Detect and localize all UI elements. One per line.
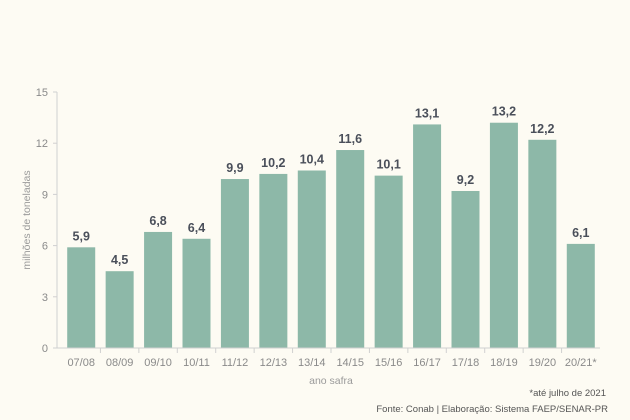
- bar-value-label: 9,9: [226, 161, 243, 175]
- x-tick-label: 13/14: [298, 357, 326, 369]
- bar-value-label: 13,2: [492, 105, 516, 119]
- bar-value-label: 5,9: [73, 229, 90, 243]
- x-tick-label: 11/12: [222, 357, 249, 369]
- x-tick-label: 09/10: [144, 357, 172, 369]
- bar-value-label: 6,8: [149, 214, 166, 228]
- bar: [67, 247, 96, 348]
- bar: [413, 124, 442, 348]
- x-tick-label: 15/16: [375, 357, 403, 369]
- bar-value-label: 12,2: [530, 122, 554, 136]
- bar: [451, 190, 480, 348]
- bar: [259, 173, 288, 348]
- bar-value-label: 10,4: [300, 153, 324, 167]
- x-tick-label: 07/08: [67, 357, 95, 369]
- x-tick-label: 20/21*: [565, 357, 598, 369]
- x-tick-label: 10/11: [183, 357, 210, 369]
- bar-value-label: 4,5: [111, 253, 128, 267]
- bar: [297, 170, 326, 348]
- bar: [528, 139, 557, 348]
- x-tick-label: 19/20: [529, 357, 557, 369]
- x-axis-title: ano safra: [309, 375, 353, 387]
- bar: [336, 150, 365, 348]
- y-tick-label: 3: [42, 292, 48, 304]
- bar-value-label: 6,1: [572, 226, 589, 240]
- x-axis: 07/08 08/09 09/10 10/11 11/12 12/13 13/14 14/15…: [57, 347, 600, 369]
- x-tick-label: 16/17: [413, 357, 441, 369]
- y-tick-label: 12: [36, 138, 48, 150]
- bar-value-label: 13,1: [415, 106, 439, 120]
- x-tick-label: 17/18: [452, 357, 480, 369]
- bar: [105, 271, 134, 348]
- y-tick-label: 15: [36, 87, 48, 99]
- bar: [374, 175, 403, 348]
- footnote: *até julho de 2021: [529, 388, 606, 399]
- bar: [144, 231, 173, 348]
- source-credit: Fonte: Conab | Elaboração: Sistema FAEP/…: [376, 404, 608, 415]
- bar-value-label: 6,4: [188, 221, 205, 235]
- bar-value-label: 9,2: [457, 173, 474, 187]
- bar: [566, 243, 595, 348]
- y-axis-title: milhões de toneladas: [21, 170, 33, 269]
- y-tick-label: 0: [42, 343, 48, 355]
- x-tick-label: 08/09: [106, 357, 134, 369]
- y-tick-label: 6: [42, 241, 48, 253]
- bar-value-label: 11,6: [338, 132, 362, 146]
- bar: [489, 122, 518, 348]
- x-tick-label: 18/19: [490, 357, 518, 369]
- bar: [220, 179, 249, 348]
- y-tick-label: 9: [42, 189, 48, 201]
- y-axis: 0 3 6 9 12 15: [36, 87, 58, 355]
- bar-value-label: 10,1: [376, 158, 400, 172]
- x-tick-label: 12/13: [260, 357, 288, 369]
- bar-value-label: 10,2: [261, 156, 285, 170]
- bar: [182, 238, 211, 348]
- x-tick-label: 14/15: [336, 357, 364, 369]
- bars: 5,9 4,5 6,8 6,4 9,9 10,2 10,4 11,6 10,1 13,1 9,2 13…: [67, 105, 595, 348]
